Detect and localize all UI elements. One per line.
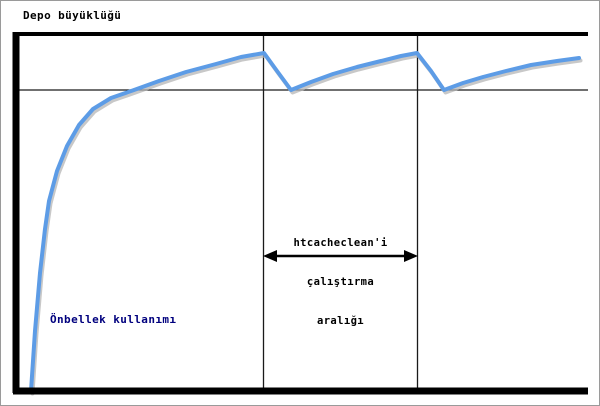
annotation-line-3: aralığı [316,315,365,327]
annotation-line-1: htcacheclean'i [293,237,388,249]
cache-usage-curve [29,51,581,393]
interval-double-arrow [263,250,418,262]
htcacheclean-interval-annotation: htcacheclean'i çalıştırma aralığı [263,211,418,354]
annotation-line-2: çalıştırma [306,276,375,288]
cache-usage-label: Önbellek kullanımı [50,313,177,326]
y-axis-title: Depo büyüklüğü [23,9,122,22]
